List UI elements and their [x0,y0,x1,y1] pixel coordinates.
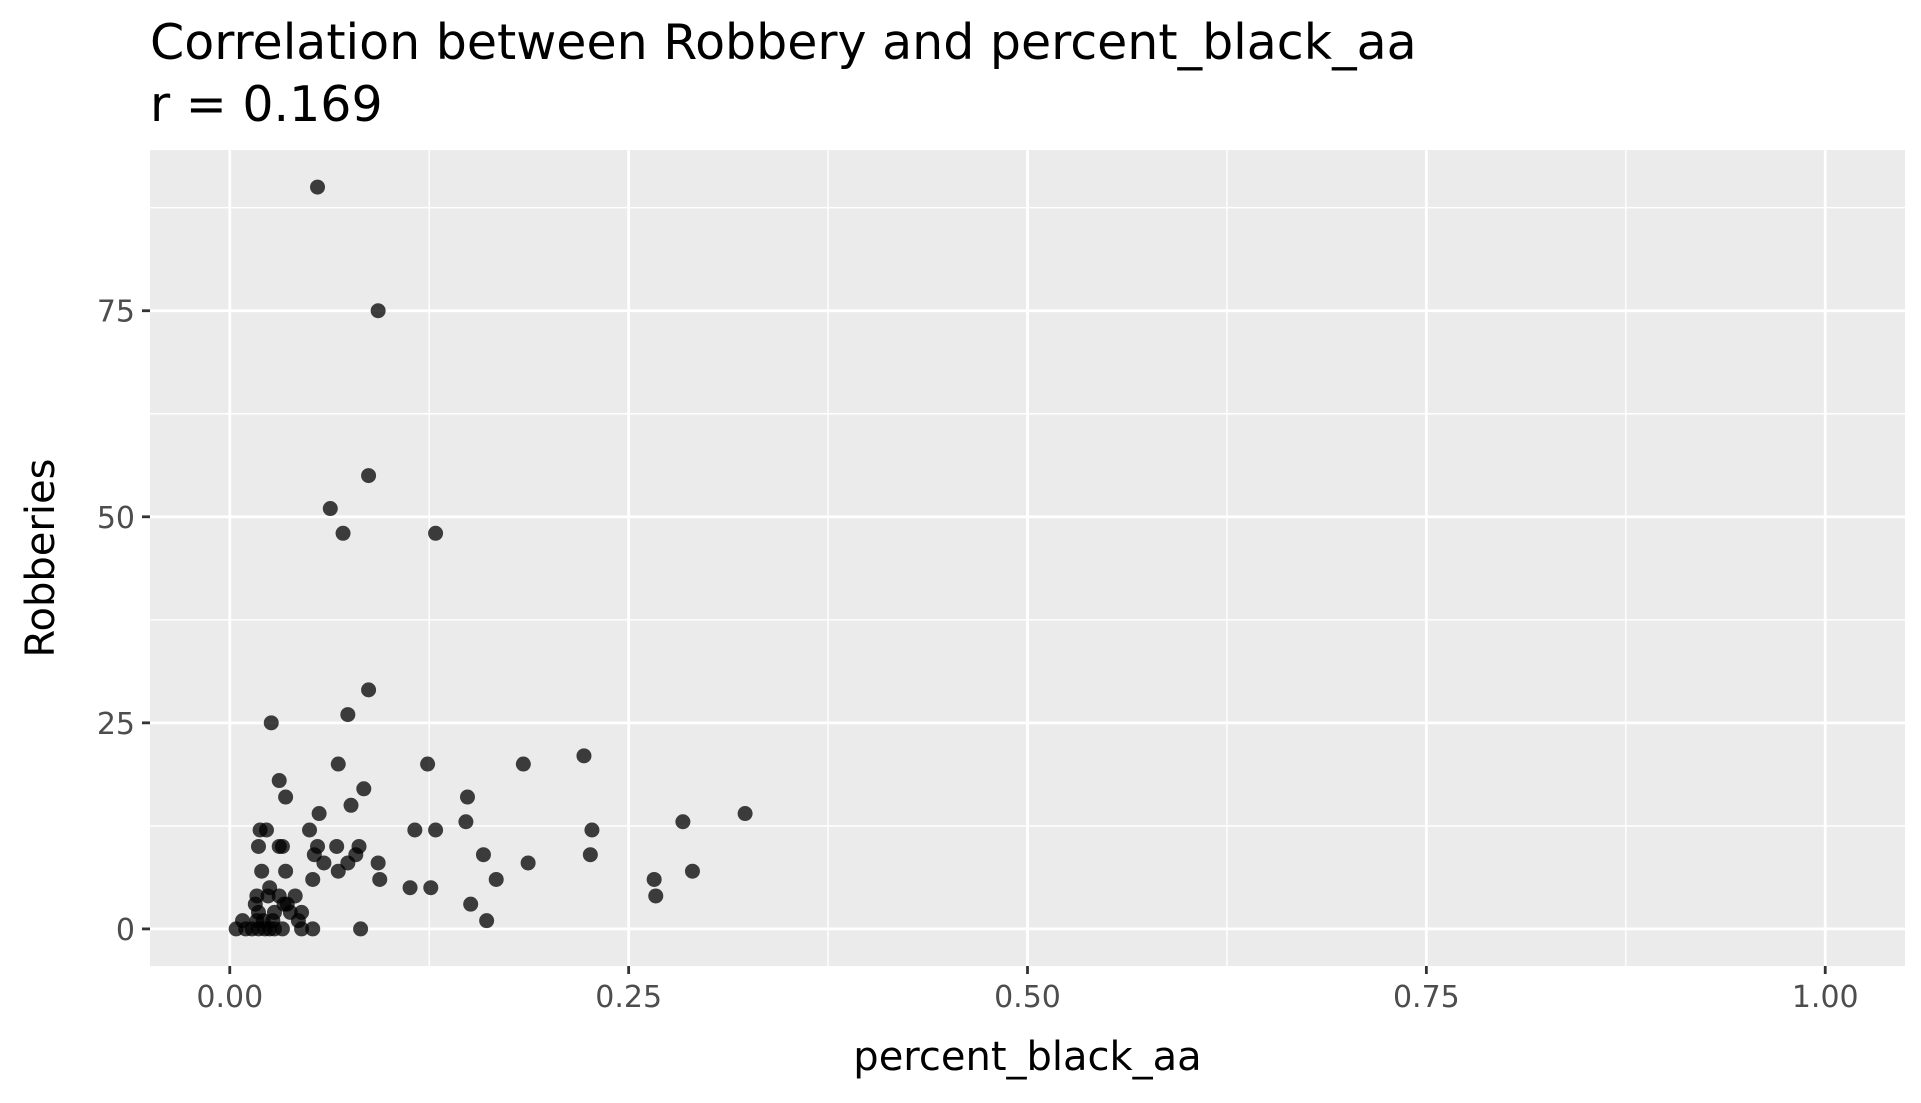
y-tick-label: 50 [97,501,135,536]
data-point [428,822,444,838]
data-point [329,838,345,854]
x-tick-label: 0.25 [595,980,662,1015]
data-point [294,921,310,937]
data-point [459,789,475,805]
data-point [370,855,386,871]
data-point [646,871,662,887]
chart-title: Correlation between Robbery and percent_… [150,14,1417,71]
data-point [254,863,270,879]
data-point [330,863,346,879]
data-point [305,871,321,887]
y-axis-title: Robberies [18,459,64,658]
data-point [675,814,691,830]
data-point [330,756,346,772]
data-point [582,847,598,863]
data-point [361,468,377,484]
data-point [343,797,359,813]
data-point [584,822,600,838]
data-point [271,773,287,789]
data-point [356,781,372,797]
data-point [278,863,294,879]
data-point [258,822,274,838]
data-point [684,863,700,879]
y-tick-label: 0 [116,913,135,948]
data-point [305,921,321,937]
data-point [322,501,338,517]
data-point [423,880,439,896]
y-tick-label: 25 [97,707,135,742]
data-point [463,896,479,912]
data-point [278,789,294,805]
x-tick-label: 1.00 [1792,980,1859,1015]
x-axis: 0.00 0.25 0.50 0.75 1.00 [196,966,1859,1015]
data-point [420,756,436,772]
y-tick-label: 75 [97,295,135,330]
data-point [458,814,474,830]
data-point [475,847,491,863]
data-point [479,913,495,929]
data-point [260,888,276,904]
data-points [228,179,753,937]
data-point [407,822,423,838]
data-point [274,838,290,854]
data-point [302,822,318,838]
data-point [515,756,531,772]
data-point [340,707,356,723]
y-axis: 0 25 50 75 [97,295,150,948]
x-axis-title: percent_black_aa [853,1034,1201,1080]
data-point [361,682,377,698]
major-gridlines [150,150,1905,966]
chart-subtitle: r = 0.169 [150,76,383,133]
data-point [310,179,326,195]
data-point [428,525,444,541]
data-point [316,855,332,871]
data-point [250,838,266,854]
data-point [648,888,664,904]
data-point [311,806,327,822]
data-point [353,921,369,937]
data-point [274,921,290,937]
data-point [576,748,592,764]
x-tick-label: 0.50 [994,980,1061,1015]
data-point [737,806,753,822]
data-point [370,303,386,319]
data-point [335,525,351,541]
data-point [263,715,279,731]
x-tick-label: 0.75 [1393,980,1460,1015]
x-tick-label: 0.00 [196,980,263,1015]
data-point [488,871,504,887]
data-point [520,855,536,871]
data-point [402,880,418,896]
data-point [372,871,388,887]
